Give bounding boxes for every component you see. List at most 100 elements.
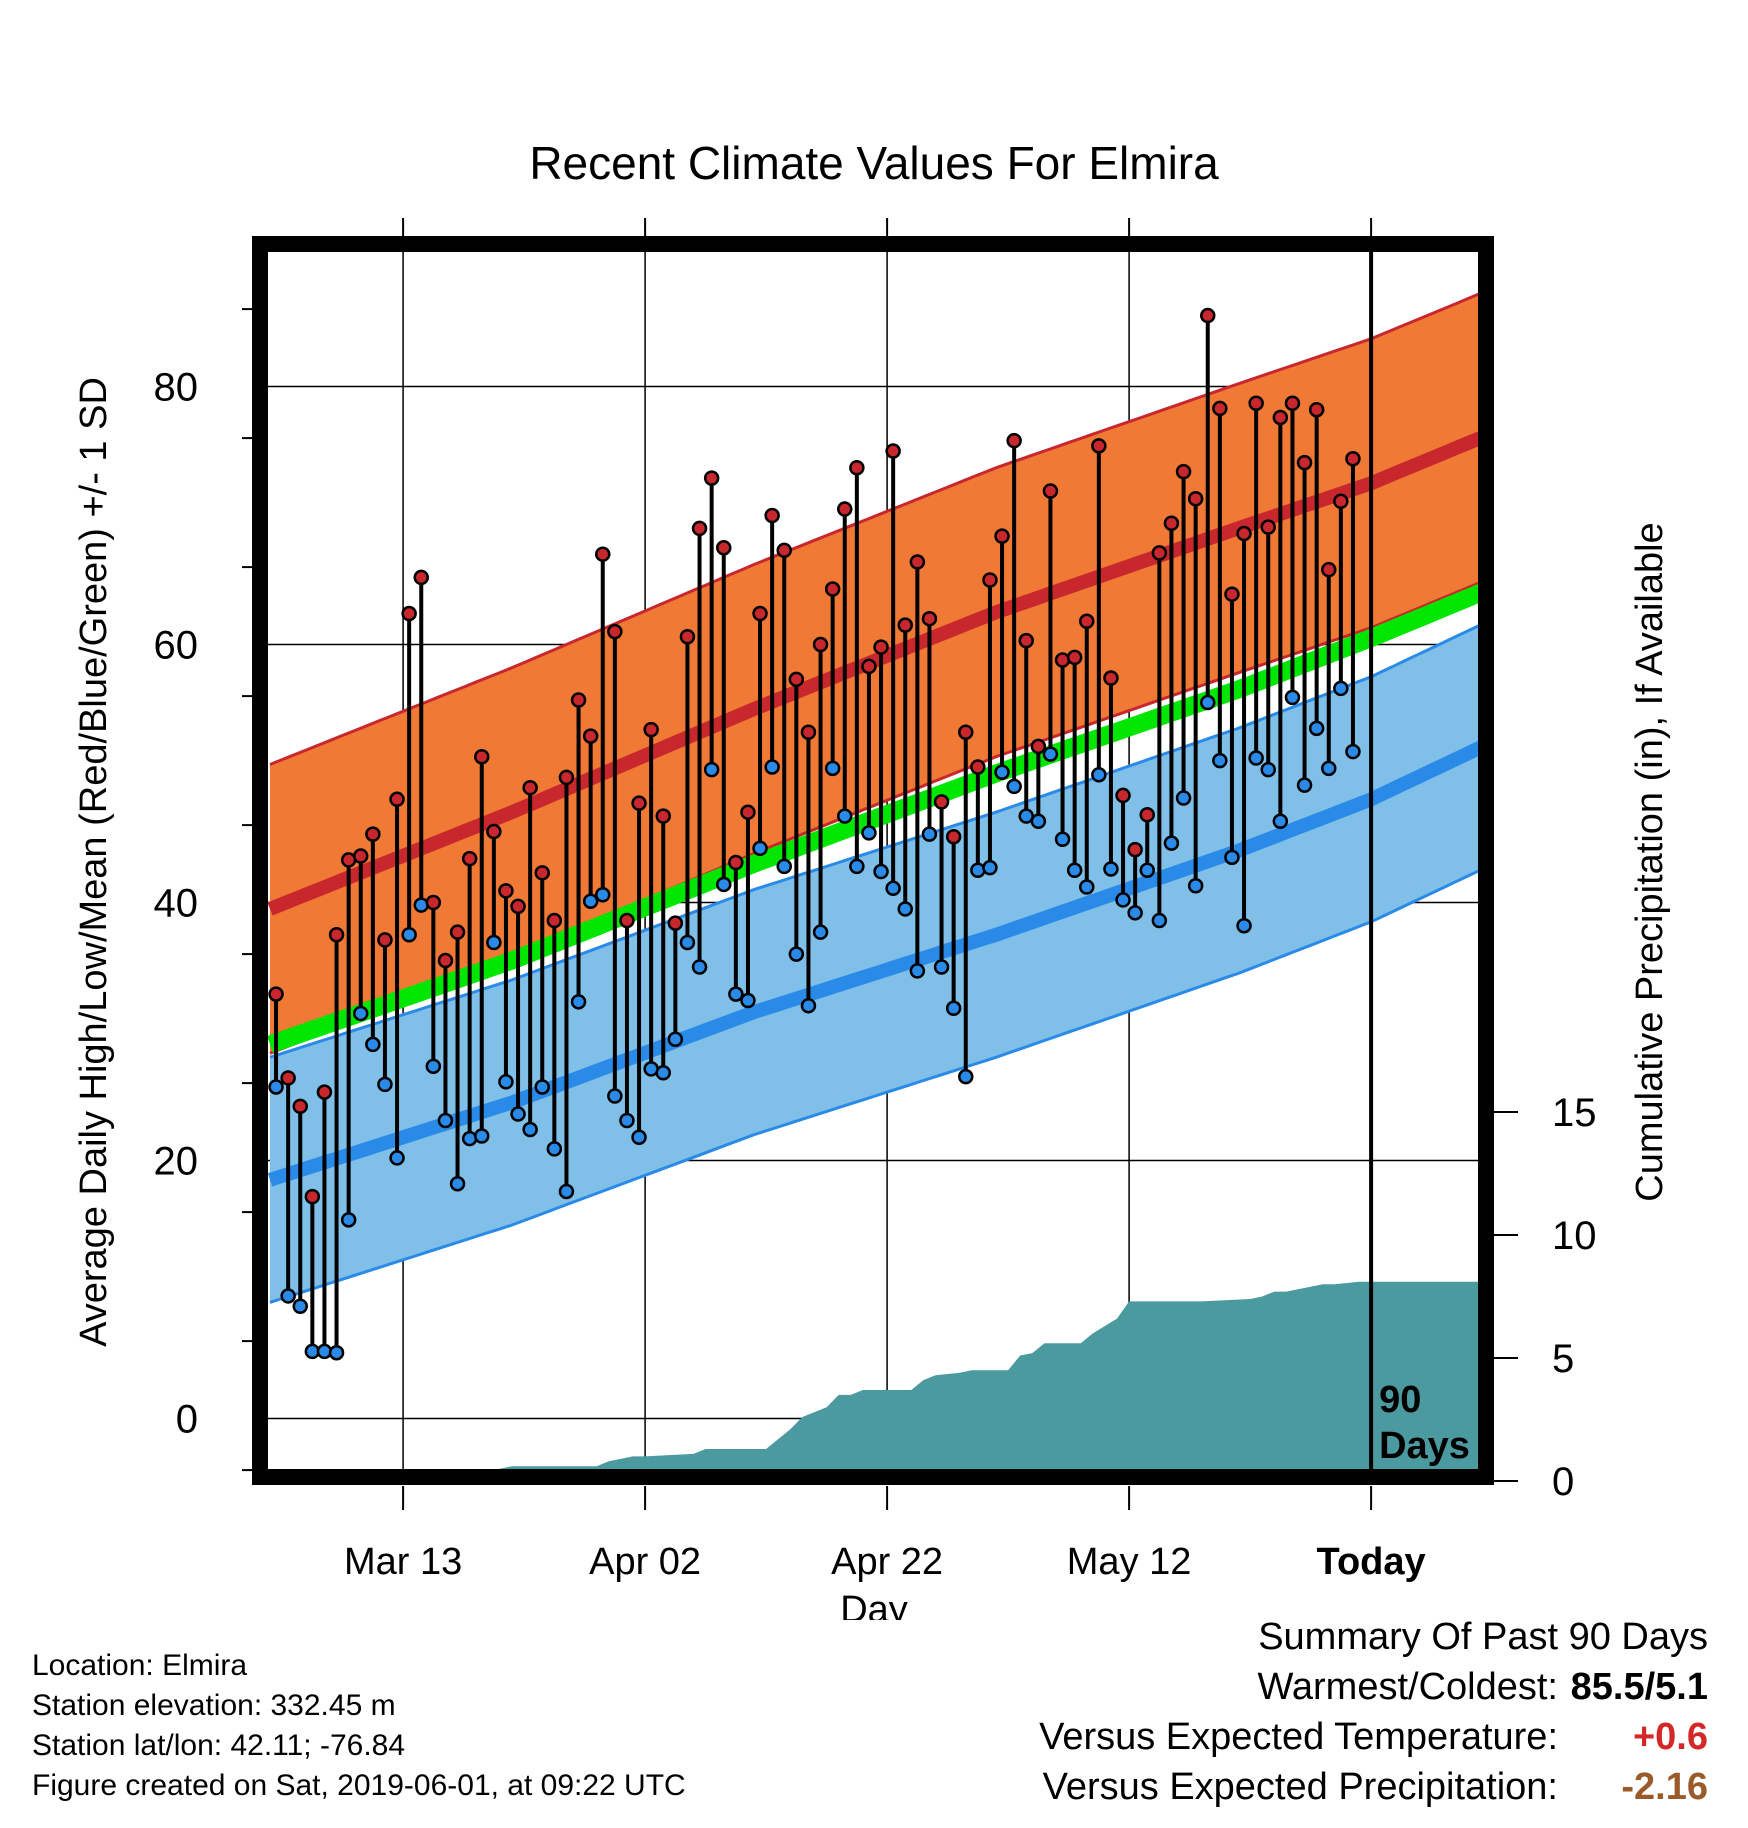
daily-low-point bbox=[849, 858, 865, 875]
daily-low-point bbox=[353, 1005, 369, 1022]
daily-low-point bbox=[1187, 877, 1204, 894]
temp-departure-value: +0.6 bbox=[1632, 1716, 1708, 1758]
daily-low-point bbox=[522, 1121, 538, 1138]
daily-high-point bbox=[570, 692, 587, 708]
daily-high-point bbox=[1321, 561, 1337, 578]
daily-low-point bbox=[837, 808, 853, 824]
daily-low-point bbox=[1308, 720, 1325, 737]
daily-high-point bbox=[958, 724, 974, 740]
daily-high-point bbox=[849, 460, 865, 476]
daily-low-point bbox=[1296, 777, 1313, 793]
daily-low-point bbox=[958, 1068, 974, 1085]
daily-high-point bbox=[1308, 401, 1325, 418]
figure-created: Figure created on Sat, 2019-06-01, at 09… bbox=[32, 1769, 686, 1802]
daily-low-point bbox=[982, 859, 998, 876]
x-tick-label: Apr 22 bbox=[831, 1541, 943, 1583]
station-info: Location: Elmira Station elevation: 332.… bbox=[32, 1646, 686, 1806]
daily-low-point bbox=[328, 1344, 345, 1361]
daily-low-point bbox=[498, 1074, 514, 1090]
daily-low-point bbox=[365, 1036, 381, 1053]
daily-low-point bbox=[425, 1058, 442, 1075]
daily-low-point bbox=[1236, 917, 1252, 934]
precip-departure-value: -2.16 bbox=[1621, 1766, 1708, 1808]
daily-low-point bbox=[1103, 861, 1119, 877]
daily-low-point bbox=[1212, 752, 1228, 769]
daily-low-point bbox=[740, 992, 756, 1009]
daily-high-point bbox=[498, 883, 514, 899]
y2-tick-label: 10 bbox=[1552, 1214, 1597, 1258]
daily-high-point bbox=[1296, 454, 1313, 471]
daily-low-point bbox=[413, 897, 429, 913]
daily-low-point bbox=[340, 1212, 357, 1228]
daily-low-point bbox=[788, 946, 805, 962]
daily-low-point bbox=[1284, 689, 1301, 706]
daily-high-point bbox=[740, 804, 756, 820]
daily-high-point bbox=[643, 721, 659, 738]
daily-low-point bbox=[1163, 835, 1180, 851]
daily-low-point bbox=[461, 1130, 478, 1147]
daily-low-point bbox=[1272, 813, 1289, 829]
daily-low-point bbox=[655, 1065, 671, 1081]
daily-high-point bbox=[534, 865, 550, 881]
daily-high-point bbox=[316, 1084, 333, 1100]
daily-high-point bbox=[449, 924, 466, 940]
daily-high-point bbox=[582, 728, 599, 744]
x-tick-label: Mar 13 bbox=[344, 1541, 462, 1583]
y2-tick-label: 15 bbox=[1552, 1091, 1597, 1135]
daily-low-point bbox=[1091, 767, 1107, 783]
x-tick-label: Today bbox=[1317, 1541, 1426, 1583]
daily-low-point bbox=[558, 1183, 575, 1200]
daily-high-point bbox=[1248, 395, 1264, 412]
precip-departure-label: Versus Expected Precipitation: bbox=[1042, 1766, 1558, 1808]
daily-high-point bbox=[1127, 841, 1143, 858]
daily-low-point bbox=[691, 959, 708, 975]
chart-title: Recent Climate Values For Elmira bbox=[529, 137, 1219, 189]
daily-low-point bbox=[752, 840, 768, 857]
daily-low-point bbox=[546, 1141, 563, 1157]
summary-heading: Summary Of Past 90 Days bbox=[1258, 1616, 1708, 1658]
daily-low-point bbox=[945, 1000, 962, 1017]
daily-high-point bbox=[861, 658, 877, 675]
daily-high-point bbox=[1066, 649, 1083, 666]
daily-low-point bbox=[1345, 743, 1361, 760]
today-marker-label: Days bbox=[1379, 1425, 1470, 1467]
y-axis-label: Average Daily High/Low/Mean (Red/Blue/Gr… bbox=[73, 377, 115, 1347]
daily-low-point bbox=[268, 1079, 284, 1095]
daily-high-point bbox=[558, 769, 575, 786]
daily-high-point bbox=[1091, 438, 1107, 454]
daily-high-point bbox=[1151, 545, 1168, 561]
daily-high-point bbox=[1200, 307, 1216, 324]
daily-high-point bbox=[788, 671, 805, 688]
daily-high-point bbox=[1163, 515, 1180, 531]
warmest-coldest-label: Warmest/Coldest: bbox=[1257, 1666, 1558, 1708]
daily-high-point bbox=[837, 501, 853, 517]
daily-high-point bbox=[365, 826, 381, 842]
daily-high-point bbox=[510, 898, 526, 915]
daily-low-point bbox=[728, 986, 744, 1002]
summary-panel: Summary Of Past 90 Days Warmest/Coldest:… bbox=[808, 1612, 1708, 1812]
daily-low-point bbox=[595, 887, 611, 903]
daily-low-point bbox=[1151, 912, 1168, 929]
daily-low-point bbox=[377, 1076, 393, 1093]
daily-high-point bbox=[716, 540, 732, 556]
daily-high-point bbox=[522, 779, 538, 796]
station-location: Location: Elmira bbox=[32, 1649, 248, 1682]
daily-high-point bbox=[1018, 632, 1034, 649]
daily-high-point bbox=[292, 1098, 308, 1115]
daily-high-point bbox=[1139, 807, 1155, 823]
daily-high-point bbox=[970, 759, 986, 775]
daily-low-point bbox=[474, 1128, 490, 1144]
daily-low-point bbox=[1321, 760, 1337, 777]
y2-axis-label: Cumulative Precipitation (in), If Availa… bbox=[1629, 522, 1671, 1201]
daily-low-point bbox=[292, 1298, 308, 1315]
daily-low-point bbox=[861, 825, 877, 841]
daily-low-point bbox=[1248, 750, 1264, 766]
daily-high-point bbox=[824, 581, 841, 597]
daily-high-point bbox=[1054, 652, 1071, 668]
daily-low-point bbox=[534, 1079, 550, 1095]
daily-high-point bbox=[1333, 493, 1349, 510]
daily-low-point bbox=[909, 963, 926, 979]
daily-high-point bbox=[776, 542, 792, 559]
daily-high-point bbox=[982, 572, 998, 588]
normal-high-band bbox=[270, 294, 1478, 1054]
